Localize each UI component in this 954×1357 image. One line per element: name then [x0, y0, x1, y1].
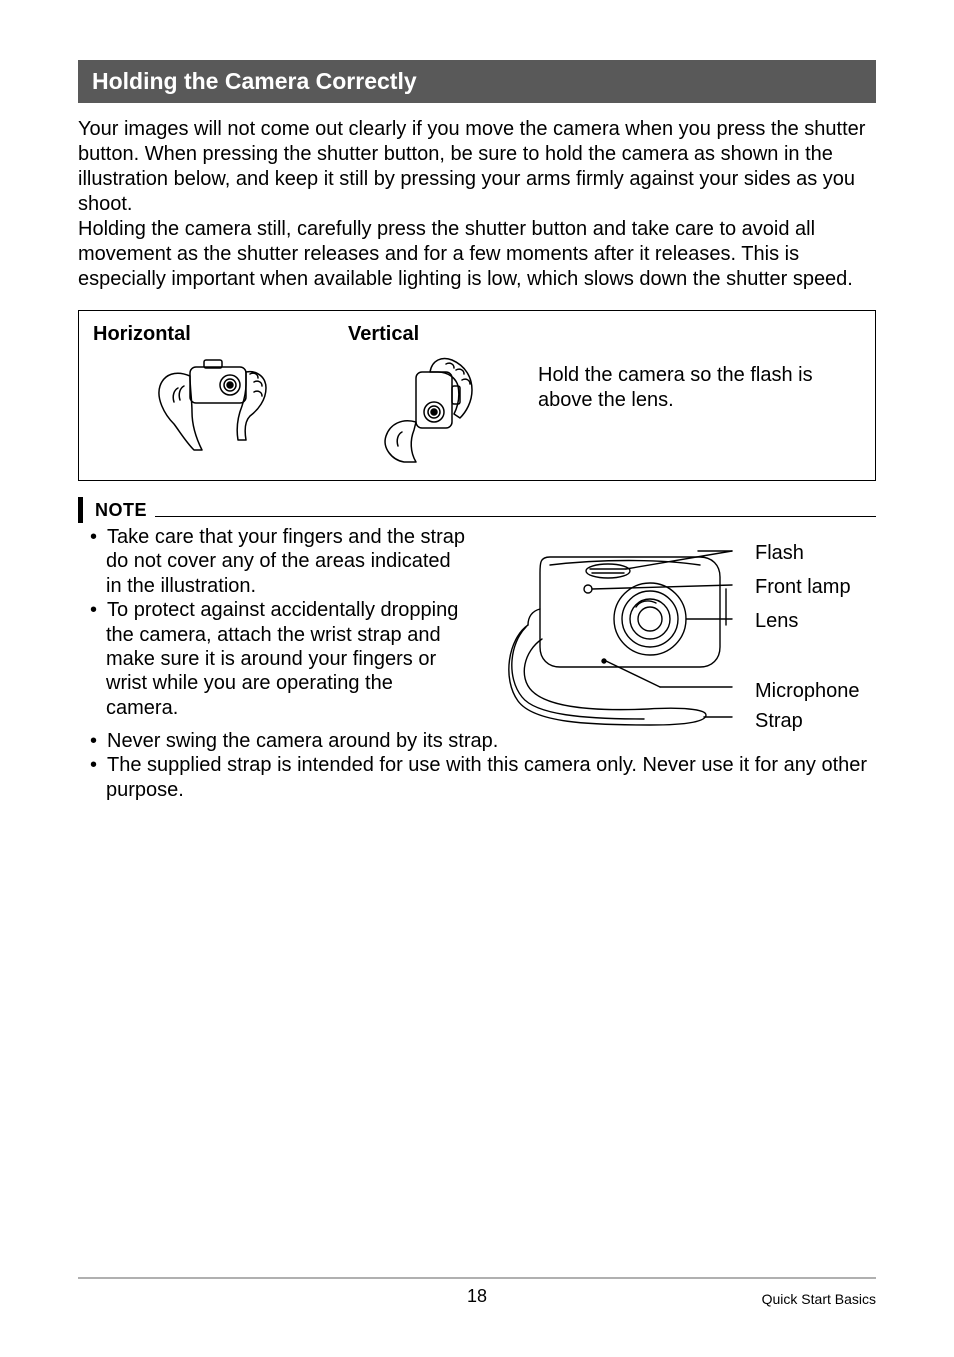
illustration-vertical: Vertical	[348, 323, 518, 472]
note-header: NOTE	[78, 497, 876, 523]
note-full-width: Never swing the camera around by its str…	[78, 729, 876, 802]
vertical-drawing	[348, 352, 518, 472]
illustration-box: Horizontal	[78, 310, 876, 481]
note-item: Take care that your fingers and the stra…	[78, 525, 470, 598]
page: Holding the Camera Correctly Your images…	[0, 0, 954, 1357]
page-footer: 18 Quick Start Basics	[78, 1277, 876, 1307]
note-item: To protect against accidentally dropping…	[78, 598, 470, 720]
diagram-label-lens: Lens	[755, 611, 798, 631]
note-underline	[155, 516, 876, 517]
note-heading: NOTE	[95, 500, 147, 521]
note-right-column: Flash Front lamp Lens Microphone Strap	[470, 525, 876, 729]
paragraph-2: Holding the camera still, carefully pres…	[78, 217, 876, 292]
diagram-label-flash: Flash	[755, 543, 804, 563]
footer-section-name: Quick Start Basics	[762, 1291, 876, 1307]
diagram-label-strap: Strap	[755, 711, 803, 731]
horizontal-label: Horizontal	[93, 323, 348, 346]
camera-parts-diagram: Flash Front lamp Lens Microphone Strap	[480, 529, 870, 729]
footer-divider	[78, 1277, 876, 1279]
note-list-full: Never swing the camera around by its str…	[78, 729, 876, 802]
page-number: 18	[467, 1286, 487, 1307]
section-title: Holding the Camera Correctly	[78, 60, 876, 103]
note-left-column: Take care that your fingers and the stra…	[78, 525, 470, 729]
horizontal-drawing	[93, 352, 348, 462]
note-item: The supplied strap is intended for use w…	[78, 753, 876, 802]
diagram-label-front-lamp: Front lamp	[755, 577, 851, 597]
note-bar	[78, 497, 83, 523]
illustration-caption: Hold the camera so the flash is above th…	[538, 323, 861, 413]
vertical-label: Vertical	[348, 323, 518, 346]
note-block: NOTE Take care that your fingers and the…	[78, 497, 876, 802]
paragraph-1: Your images will not come out clearly if…	[78, 117, 876, 217]
diagram-label-microphone: Microphone	[755, 681, 860, 701]
note-item: Never swing the camera around by its str…	[78, 729, 876, 753]
note-list-left: Take care that your fingers and the stra…	[78, 525, 470, 720]
illustration-horizontal: Horizontal	[93, 323, 348, 462]
